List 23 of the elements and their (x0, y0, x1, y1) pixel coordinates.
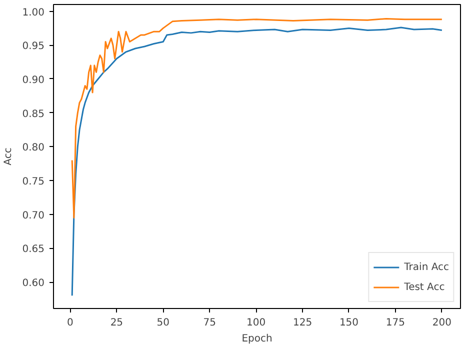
x-tick-label: 200 (432, 318, 452, 328)
y-tick-label: 0.65 (22, 244, 44, 256)
y-tick-label: 1.00 (22, 7, 44, 18)
x-tick-label: 50 (156, 318, 170, 328)
y-tick-label: 0.60 (22, 278, 44, 290)
legend-label: Train Acc (404, 262, 449, 272)
x-tick-label: 25 (110, 318, 124, 328)
line-series (71, 18, 443, 219)
y-axis-title: Acc (3, 148, 14, 166)
x-tick-label: 175 (386, 318, 406, 328)
legend-label: Test Acc (404, 282, 445, 292)
y-tick-label: 0.70 (22, 210, 44, 222)
y-tick-label: 0.85 (22, 108, 44, 120)
x-axis-title: Epoch (242, 334, 272, 344)
x-tick-label: 0 (67, 318, 74, 328)
y-tick-label: 0.90 (22, 74, 44, 86)
x-tick-label: 150 (339, 318, 359, 328)
y-tick-label: 0.95 (22, 41, 44, 52)
y-tick-label: 0.75 (22, 176, 44, 188)
x-tick-label: 75 (203, 318, 216, 328)
x-tick-label: 125 (292, 318, 312, 328)
y-tick-label: 0.80 (22, 142, 44, 154)
x-tick-label: 100 (246, 318, 266, 328)
